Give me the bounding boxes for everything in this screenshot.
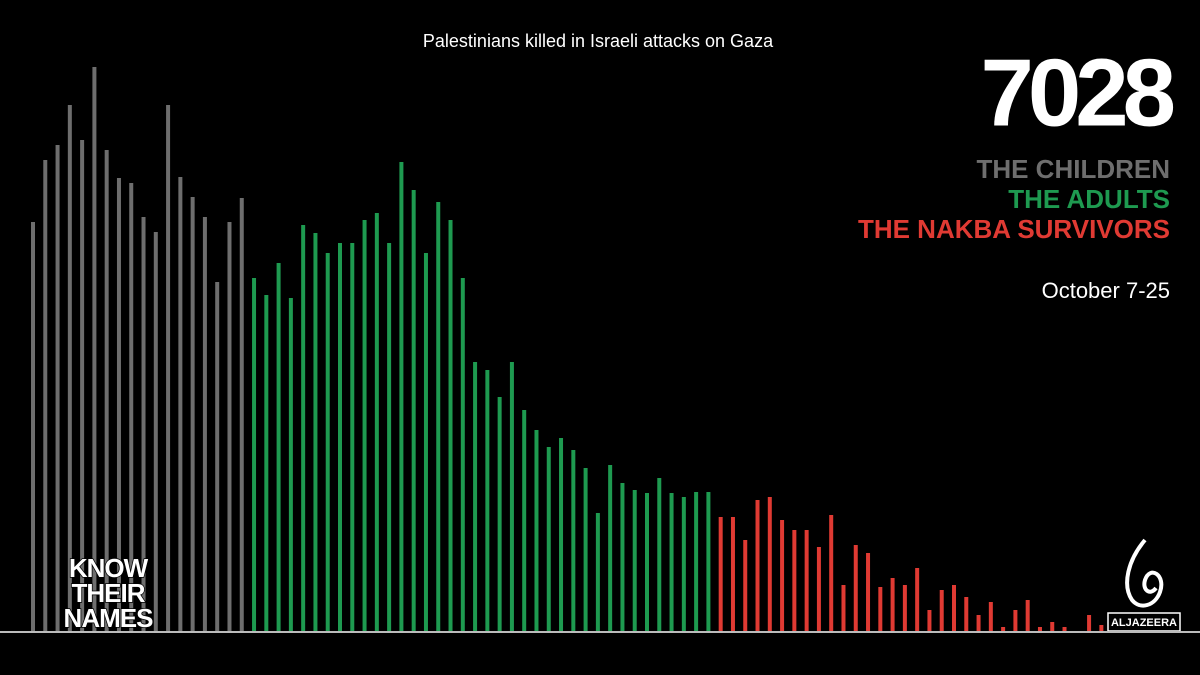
bar: [166, 105, 171, 632]
bar: [362, 220, 367, 632]
bar: [264, 295, 269, 632]
logo-text: KNOW: [69, 553, 149, 583]
bar: [927, 610, 932, 632]
bar: [1062, 627, 1067, 632]
bar: [620, 483, 625, 632]
bar: [485, 370, 490, 632]
bar: [509, 362, 514, 632]
bar: [829, 515, 834, 632]
bar: [1087, 615, 1092, 632]
bar: [669, 493, 674, 632]
bar: [632, 490, 637, 632]
bar: [706, 492, 711, 632]
bar: [767, 497, 772, 632]
bar: [559, 438, 564, 632]
bar: [902, 585, 907, 632]
brand: ALJAZEERA: [1111, 617, 1177, 629]
bar: [31, 222, 35, 632]
bar: [67, 105, 72, 632]
bar: [878, 587, 883, 632]
bar: [190, 197, 195, 632]
bar: [608, 465, 613, 632]
bar: [1001, 627, 1006, 632]
bar: [227, 222, 232, 632]
bar: [1050, 622, 1055, 632]
legend-entry: THE ADULTS: [1008, 184, 1170, 214]
bar: [92, 67, 97, 632]
bar: [694, 492, 699, 632]
bar: [755, 500, 760, 632]
bar: [1099, 625, 1104, 632]
bar: [816, 547, 821, 632]
bar: [743, 540, 748, 632]
bar: [866, 553, 871, 632]
bar: [178, 177, 183, 632]
bar: [1013, 610, 1018, 632]
bar: [939, 590, 944, 632]
bar: [276, 263, 281, 632]
bar: [571, 450, 576, 632]
bar: [399, 162, 404, 632]
bar: [325, 253, 330, 632]
aljazeera-logo: ALJAZEERA: [1107, 538, 1181, 632]
bar: [595, 513, 600, 632]
bar: [1025, 600, 1030, 632]
bar: [780, 520, 785, 632]
bar: [522, 410, 527, 632]
bar: [497, 397, 502, 632]
bar: [387, 243, 392, 632]
bar: [988, 602, 993, 632]
bar: [915, 568, 920, 632]
bar: [153, 232, 158, 632]
bar: [215, 282, 220, 632]
bar: [730, 517, 735, 632]
bar: [792, 530, 797, 632]
total: 7028: [980, 39, 1173, 146]
bar: [116, 178, 121, 632]
bar: [252, 278, 257, 632]
bar: [374, 213, 379, 632]
bar: [583, 468, 588, 632]
bar: [804, 530, 809, 632]
bar: [964, 597, 969, 632]
bar: [657, 478, 662, 632]
bar: [546, 447, 551, 632]
bar: [436, 202, 441, 632]
bar: [1037, 627, 1042, 632]
bar: [313, 233, 318, 632]
bar: [645, 493, 649, 632]
bar: [853, 545, 858, 632]
bar: [473, 362, 478, 632]
bar: [534, 430, 539, 632]
bar: [976, 615, 981, 632]
legend-entry: THE CHILDREN: [976, 154, 1170, 184]
logo-text: NAMES: [64, 603, 154, 633]
bar: [411, 190, 416, 632]
bar: [338, 243, 342, 632]
bar: [681, 497, 686, 632]
bar: [104, 150, 109, 632]
bar: [841, 585, 846, 632]
bar: [43, 160, 48, 632]
bar: [288, 298, 293, 632]
bar: [718, 517, 723, 632]
bar: [350, 243, 355, 632]
bar: [141, 217, 146, 632]
bar: [460, 278, 465, 632]
bar: [448, 220, 453, 632]
legend-entry: THE NAKBA SURVIVORS: [858, 214, 1170, 244]
chart-title: Palestinians killed in Israeli attacks o…: [423, 31, 774, 51]
bar: [952, 585, 956, 632]
bar: [202, 217, 207, 632]
bar: [239, 198, 244, 632]
bar: [129, 183, 134, 632]
bar: [55, 145, 60, 632]
logo-text: THEIR: [72, 578, 146, 608]
bar: [80, 140, 85, 632]
bar: [301, 225, 306, 632]
bar: [423, 253, 428, 632]
bar: [890, 578, 895, 632]
date: October 7-25: [1042, 278, 1170, 303]
